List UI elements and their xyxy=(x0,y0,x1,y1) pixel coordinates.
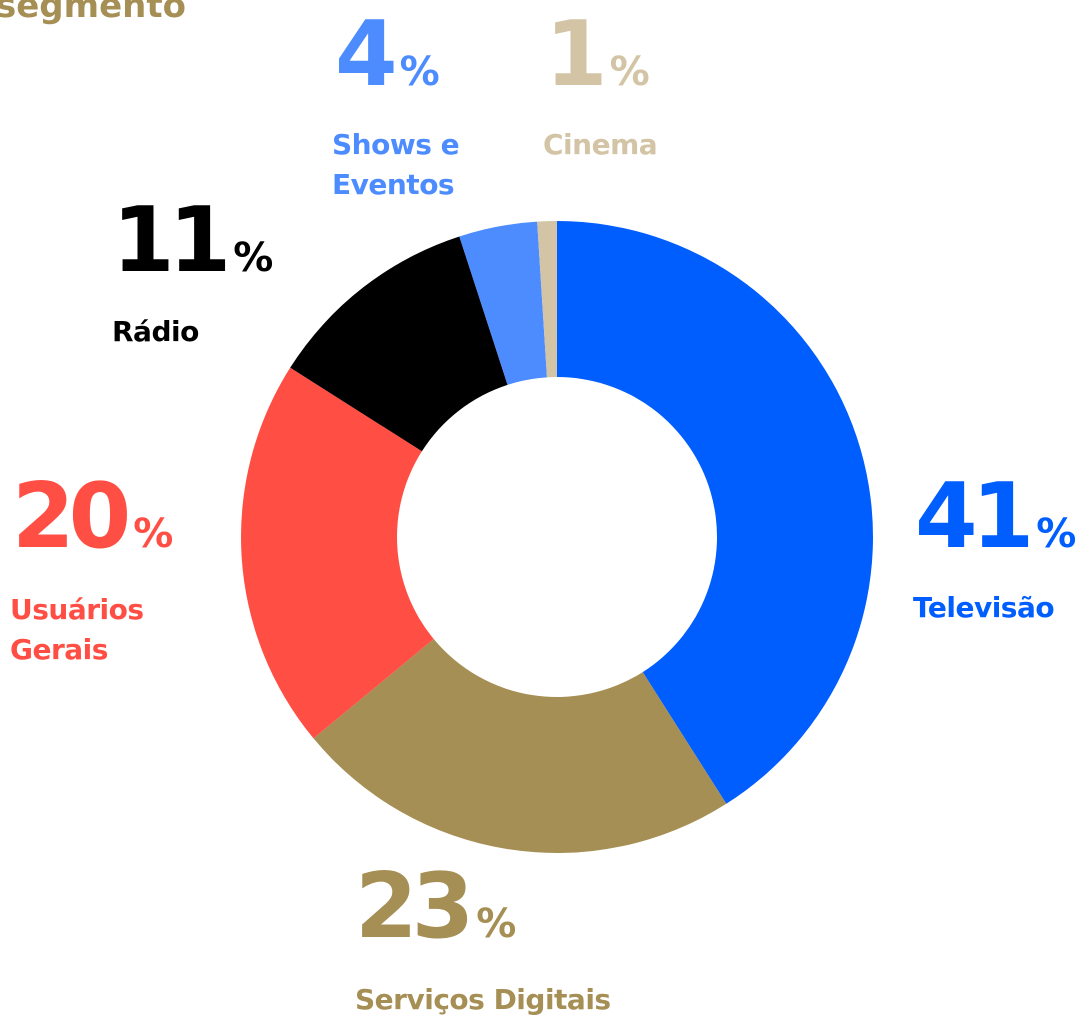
donut-slice xyxy=(459,221,547,385)
category-label: Rádio xyxy=(112,315,199,348)
value-label: 23% xyxy=(355,854,517,959)
value-label: 1% xyxy=(545,2,650,107)
value-label: 11% xyxy=(112,188,274,293)
donut-slice xyxy=(290,236,508,452)
value-label: 4% xyxy=(335,2,440,107)
donut-slice xyxy=(241,367,434,739)
category-label: Cinema xyxy=(543,128,658,161)
category-label: Televisão xyxy=(913,591,1055,624)
donut-slice xyxy=(313,638,727,853)
donut-slice xyxy=(537,221,557,378)
value-label: 20% xyxy=(12,464,174,569)
category-label: Usuários Gerais xyxy=(10,593,144,666)
value-label: 41% xyxy=(915,464,1077,569)
donut-slice xyxy=(557,221,873,804)
category-label: Shows e Eventos xyxy=(332,128,460,201)
category-label: Serviços Digitais xyxy=(355,983,611,1016)
chart-title: segmento xyxy=(0,0,186,26)
